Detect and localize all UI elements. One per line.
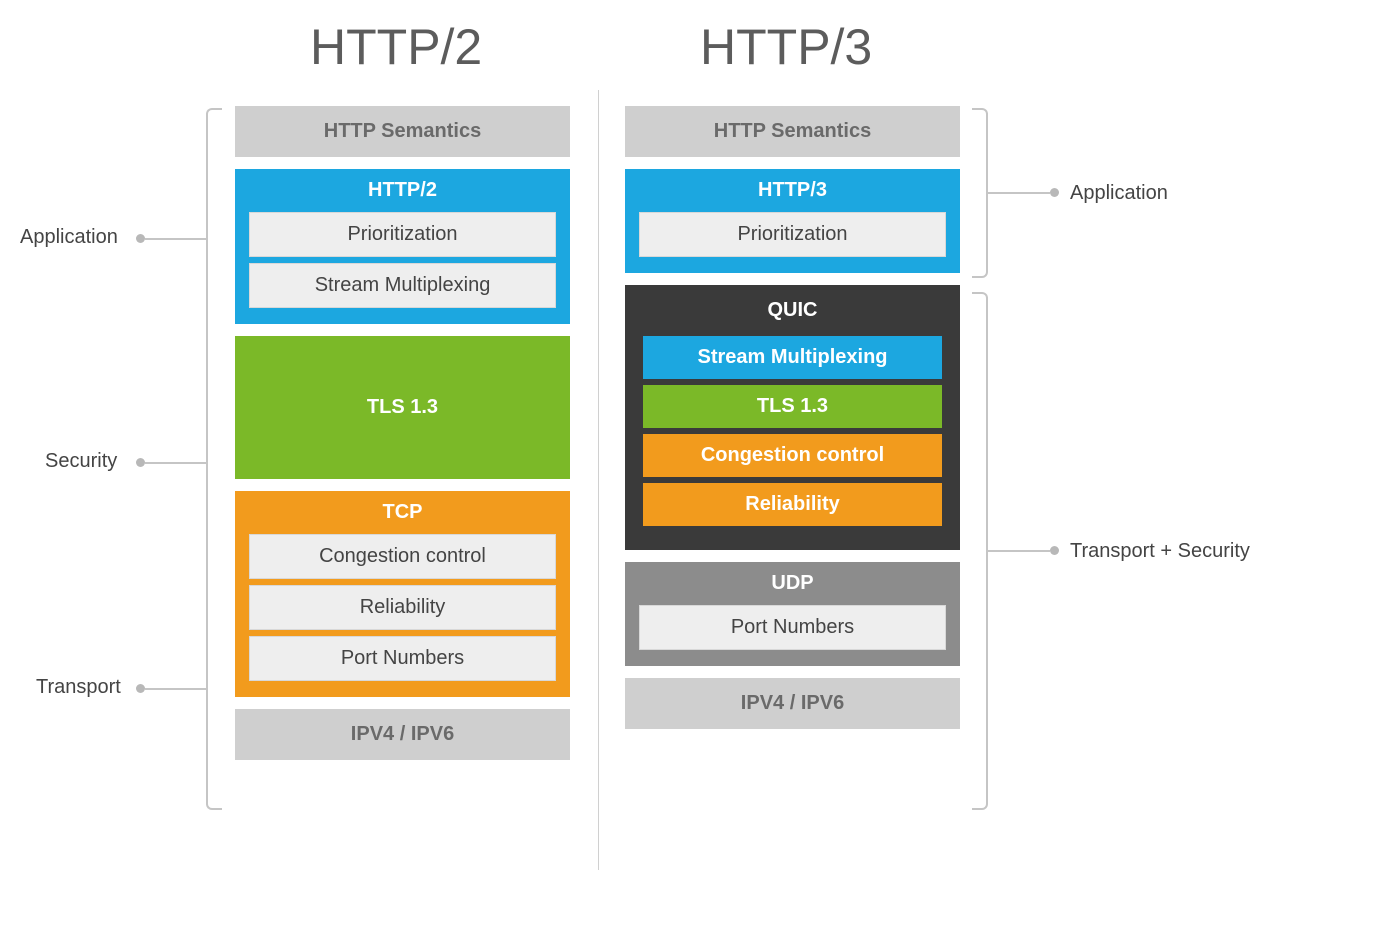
label-application-right: Application <box>1070 182 1168 205</box>
http2-network: IPV4 / IPV6 <box>235 709 570 760</box>
http3-udp-title: UDP <box>639 572 946 595</box>
dot-sec-left <box>136 458 145 467</box>
http2-protocol-block: HTTP/2 Prioritization Stream Multiplexin… <box>235 169 570 324</box>
dot-app-right <box>1050 188 1059 197</box>
http3-protocol-block: HTTP/3 Prioritization <box>625 169 960 273</box>
leader-app-left <box>145 238 207 240</box>
http2-tcp-block: TCP Congestion control Reliability Port … <box>235 491 570 697</box>
leader-sec-left <box>145 462 207 464</box>
http3-network: IPV4 / IPV6 <box>625 678 960 729</box>
leader-app-right <box>988 192 1050 194</box>
http2-semantics: HTTP Semantics <box>235 106 570 157</box>
http3-quic-sub-tls: TLS 1.3 <box>643 385 942 428</box>
http3-quic-title: QUIC <box>643 299 942 322</box>
http3-udp-sub-ports: Port Numbers <box>639 605 946 650</box>
http3-udp-block: UDP Port Numbers <box>625 562 960 666</box>
http2-stack: HTTP Semantics HTTP/2 Prioritization Str… <box>235 106 570 760</box>
label-transport-security-right: Transport + Security <box>1070 540 1250 563</box>
http3-semantics: HTTP Semantics <box>625 106 960 157</box>
http2-sub-ports: Port Numbers <box>249 636 556 681</box>
http3-quic-sub-stream-mux: Stream Multiplexing <box>643 336 942 379</box>
http3-quic-sub-reliability: Reliability <box>643 483 942 526</box>
http2-tls-block: TLS 1.3 <box>235 336 570 479</box>
right-bracket-trans-sec <box>972 292 988 810</box>
http2-sub-stream-mux: Stream Multiplexing <box>249 263 556 308</box>
dot-trans-sec-right <box>1050 546 1059 555</box>
right-bracket-app <box>972 108 988 278</box>
center-divider <box>598 90 599 870</box>
http3-quic-sub-congestion: Congestion control <box>643 434 942 477</box>
http2-sub-reliability: Reliability <box>249 585 556 630</box>
http2-tls-title: TLS 1.3 <box>235 396 570 419</box>
http3-quic-block: QUIC Stream Multiplexing TLS 1.3 Congest… <box>625 285 960 550</box>
dot-app-left <box>136 234 145 243</box>
label-application-left: Application <box>20 226 118 249</box>
http2-sub-prioritization: Prioritization <box>249 212 556 257</box>
leader-trans-left <box>145 688 207 690</box>
title-http2: HTTP/2 <box>310 18 482 76</box>
dot-trans-left <box>136 684 145 693</box>
http2-tcp-title: TCP <box>249 501 556 524</box>
label-transport-left: Transport <box>36 676 121 699</box>
http3-sub-prioritization: Prioritization <box>639 212 946 257</box>
left-bracket <box>206 108 222 810</box>
title-http3: HTTP/3 <box>700 18 872 76</box>
leader-trans-sec-right <box>988 550 1050 552</box>
http2-sub-congestion: Congestion control <box>249 534 556 579</box>
label-security-left: Security <box>45 450 117 473</box>
http2-protocol-title: HTTP/2 <box>249 179 556 202</box>
http3-stack: HTTP Semantics HTTP/3 Prioritization QUI… <box>625 106 960 729</box>
http3-protocol-title: HTTP/3 <box>639 179 946 202</box>
